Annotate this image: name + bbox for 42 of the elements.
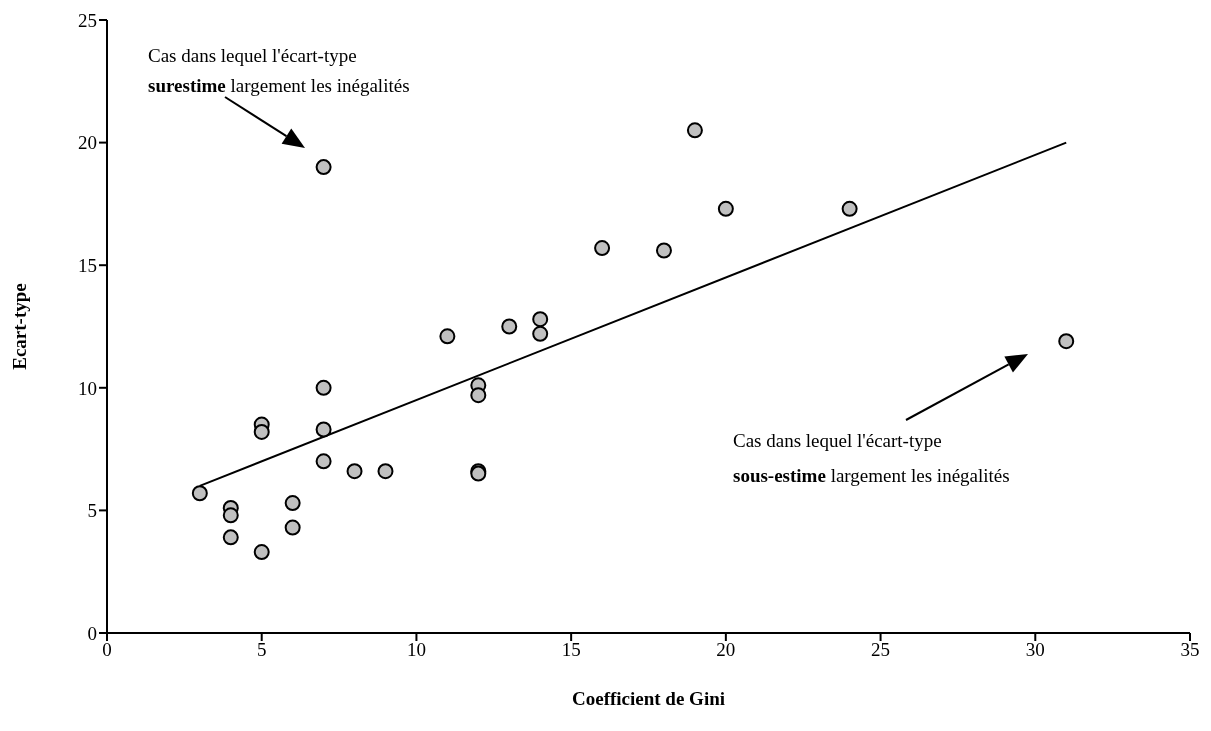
y-axis-title: Ecart-type [8, 283, 30, 370]
x-tick-label: 15 [561, 639, 581, 661]
point [655, 242, 672, 259]
point [284, 495, 301, 512]
point [191, 485, 208, 502]
annotation: Cas dans lequel l'écart-type surestime largement les inégalités [148, 45, 410, 96]
point [1058, 333, 1075, 350]
point [253, 544, 270, 561]
point [532, 325, 549, 342]
x-tick-label: 10 [406, 639, 426, 661]
x-tick-label: 20 [716, 639, 736, 661]
point [284, 519, 301, 536]
point [222, 507, 239, 524]
x-tick-label: 35 [1180, 639, 1200, 661]
point [222, 529, 239, 546]
point [501, 318, 518, 335]
x-tick-label: 0 [102, 639, 112, 661]
point [253, 423, 270, 440]
point [686, 122, 703, 139]
point [315, 453, 332, 470]
y-tick-label: 0 [87, 622, 97, 644]
point [439, 328, 456, 345]
x-tick-label: 25 [871, 639, 891, 661]
point [470, 387, 487, 404]
point [346, 463, 363, 480]
point [717, 200, 734, 217]
point [315, 159, 332, 176]
x-tick-label: 30 [1025, 639, 1045, 661]
x-axis-title: Coefficient de Gini [571, 688, 726, 709]
point [532, 311, 549, 328]
point [594, 240, 611, 257]
point [315, 421, 332, 438]
y-tick-label: 25 [78, 9, 97, 31]
annotation: Cas dans lequel l'écart-type sous-estime largement les inégalités [733, 430, 1010, 486]
point [315, 379, 332, 396]
y-tick-label: 10 [78, 377, 97, 399]
x-tick-label: 5 [256, 639, 267, 661]
y-tick-label: 20 [78, 132, 97, 154]
y-tick-label: 15 [78, 254, 97, 276]
point [377, 463, 394, 480]
y-tick-label: 5 [87, 500, 97, 522]
point [841, 200, 858, 217]
